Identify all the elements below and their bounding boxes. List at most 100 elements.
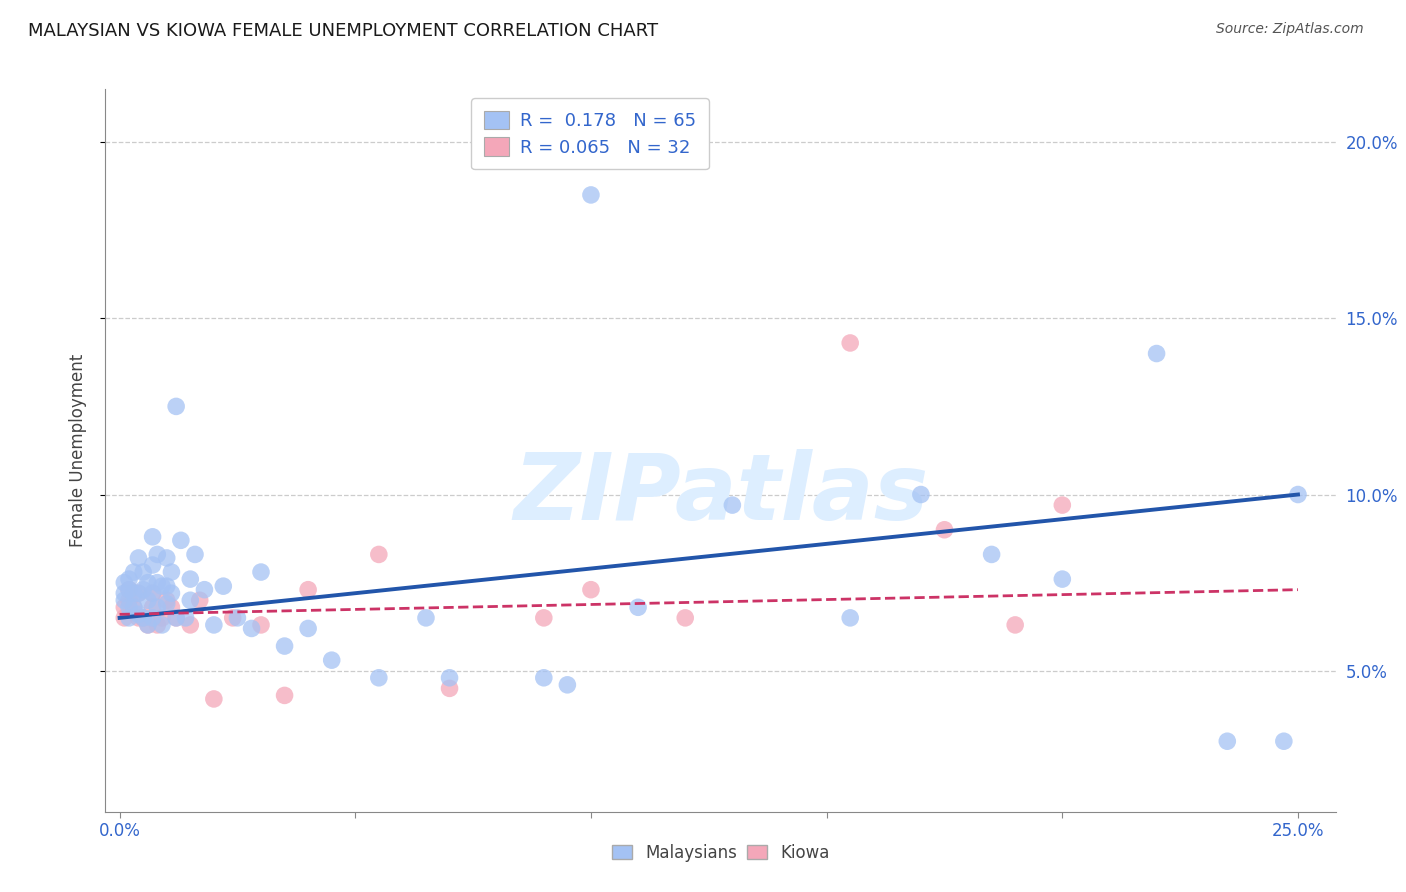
Point <box>1052 572 1074 586</box>
Point <box>142 558 165 572</box>
Point <box>136 618 159 632</box>
Point <box>297 582 319 597</box>
Point <box>179 593 201 607</box>
Point <box>136 593 159 607</box>
Point <box>273 639 295 653</box>
Point <box>934 523 956 537</box>
Point <box>127 586 149 600</box>
Point <box>202 618 225 632</box>
Point <box>132 611 155 625</box>
Point <box>165 400 187 414</box>
Point <box>132 565 155 579</box>
Point <box>1286 487 1309 501</box>
Point <box>179 618 201 632</box>
Point <box>127 611 149 625</box>
Point <box>132 582 155 597</box>
Point <box>146 618 169 632</box>
Point <box>156 593 179 607</box>
Point <box>118 593 141 607</box>
Point <box>367 671 389 685</box>
Point <box>118 582 141 597</box>
Point <box>212 579 235 593</box>
Text: ZIPatlas: ZIPatlas <box>513 449 928 539</box>
Point <box>122 600 145 615</box>
Point <box>222 611 245 625</box>
Point <box>150 618 173 632</box>
Point <box>156 597 179 611</box>
Point <box>415 611 437 625</box>
Point <box>118 572 141 586</box>
Point <box>188 593 211 607</box>
Point <box>174 611 197 625</box>
Point <box>112 586 135 600</box>
Point <box>533 671 555 685</box>
Point <box>118 611 141 625</box>
Point <box>170 533 193 548</box>
Point <box>240 622 263 636</box>
Point <box>910 487 932 501</box>
Point <box>142 611 165 625</box>
Point <box>160 600 183 615</box>
Point <box>132 611 155 625</box>
Point <box>1052 498 1074 512</box>
Point <box>150 611 173 625</box>
Point <box>179 572 201 586</box>
Point <box>122 586 145 600</box>
Point <box>250 565 273 579</box>
Point <box>627 600 650 615</box>
Point <box>165 611 187 625</box>
Point <box>367 548 389 562</box>
Point <box>136 618 159 632</box>
Point <box>112 593 135 607</box>
Point <box>579 188 602 202</box>
Point <box>122 600 145 615</box>
Point <box>273 689 295 703</box>
Point <box>439 671 461 685</box>
Point <box>980 548 1002 562</box>
Point <box>118 582 141 597</box>
Point <box>118 600 141 615</box>
Point <box>142 586 165 600</box>
Point <box>160 586 183 600</box>
Point <box>127 607 149 622</box>
Point <box>439 681 461 696</box>
Point <box>112 575 135 590</box>
Point <box>673 611 696 625</box>
Point <box>250 618 273 632</box>
Point <box>142 600 165 615</box>
Point <box>146 600 169 615</box>
Point <box>112 611 135 625</box>
Point <box>136 575 159 590</box>
Point <box>1146 346 1168 360</box>
Point <box>165 611 187 625</box>
Point <box>193 582 215 597</box>
Point <box>1216 734 1239 748</box>
Point <box>1272 734 1295 748</box>
Point <box>112 600 135 615</box>
Point <box>839 611 862 625</box>
Point <box>557 678 579 692</box>
Point <box>1004 618 1026 632</box>
Point <box>142 586 165 600</box>
Point <box>721 498 744 512</box>
Point <box>156 551 179 566</box>
Point <box>297 622 319 636</box>
Legend: Malaysians, Kiowa: Malaysians, Kiowa <box>605 837 837 869</box>
Y-axis label: Female Unemployment: Female Unemployment <box>69 354 87 547</box>
Point <box>202 692 225 706</box>
Point <box>146 575 169 590</box>
Point <box>127 551 149 566</box>
Point <box>839 335 862 350</box>
Point <box>160 565 183 579</box>
Point <box>533 611 555 625</box>
Text: MALAYSIAN VS KIOWA FEMALE UNEMPLOYMENT CORRELATION CHART: MALAYSIAN VS KIOWA FEMALE UNEMPLOYMENT C… <box>28 22 658 40</box>
Point <box>156 579 179 593</box>
Point <box>146 548 169 562</box>
Point <box>579 582 602 597</box>
Point <box>127 586 149 600</box>
Point <box>150 579 173 593</box>
Point <box>226 611 249 625</box>
Point <box>142 530 165 544</box>
Point <box>321 653 343 667</box>
Text: Source: ZipAtlas.com: Source: ZipAtlas.com <box>1216 22 1364 37</box>
